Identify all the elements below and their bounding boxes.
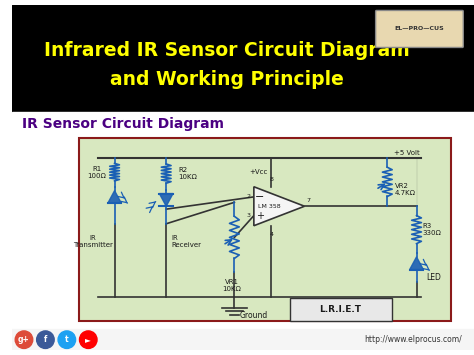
Text: ►: ►: [85, 335, 91, 344]
Text: Infrared IR Sensor Circuit Diagram: Infrared IR Sensor Circuit Diagram: [44, 41, 410, 60]
Text: R1
100Ω: R1 100Ω: [88, 166, 107, 179]
Text: L.R.I.E.T: L.R.I.E.T: [319, 305, 362, 314]
Bar: [12, 112, 474, 350]
Text: http://www.elprocus.com/: http://www.elprocus.com/: [365, 335, 462, 344]
Bar: [79, 138, 451, 321]
Bar: [12, 329, 474, 350]
Text: 8: 8: [269, 177, 273, 182]
Text: +Vcc: +Vcc: [249, 169, 268, 175]
Polygon shape: [159, 193, 173, 206]
Text: VR1
10KΩ: VR1 10KΩ: [222, 279, 241, 292]
Text: 7: 7: [307, 198, 310, 203]
Circle shape: [80, 331, 97, 349]
Text: Ground: Ground: [239, 311, 267, 320]
Text: 3: 3: [247, 213, 251, 218]
Text: −: −: [255, 192, 264, 202]
Text: IR
Receiver: IR Receiver: [171, 235, 201, 248]
Text: +: +: [255, 211, 264, 220]
Circle shape: [58, 331, 76, 349]
Text: and Working Principle: and Working Principle: [109, 70, 344, 89]
Bar: [290, 298, 392, 321]
Text: +5 Volt: +5 Volt: [394, 149, 420, 155]
Polygon shape: [108, 191, 121, 203]
Circle shape: [15, 331, 33, 349]
Circle shape: [36, 331, 54, 349]
Text: VR2
4.7KΩ: VR2 4.7KΩ: [395, 183, 416, 196]
Polygon shape: [410, 257, 423, 269]
Text: R2
10KΩ: R2 10KΩ: [178, 166, 197, 180]
Text: R3
330Ω: R3 330Ω: [422, 223, 441, 236]
Text: 2: 2: [247, 195, 251, 200]
Text: f: f: [44, 335, 47, 344]
Polygon shape: [254, 187, 304, 226]
Text: 4: 4: [269, 231, 273, 236]
FancyBboxPatch shape: [375, 10, 463, 48]
Text: IR Sensor Circuit Diagram: IR Sensor Circuit Diagram: [22, 118, 224, 131]
Text: IR
Transmitter: IR Transmitter: [73, 235, 113, 248]
Text: LED: LED: [426, 273, 441, 282]
Text: EL—PRO—CUS: EL—PRO—CUS: [394, 27, 444, 32]
Bar: [12, 5, 474, 112]
Text: g+: g+: [18, 335, 30, 344]
Text: t: t: [65, 335, 69, 344]
Text: LM 358: LM 358: [258, 204, 281, 209]
